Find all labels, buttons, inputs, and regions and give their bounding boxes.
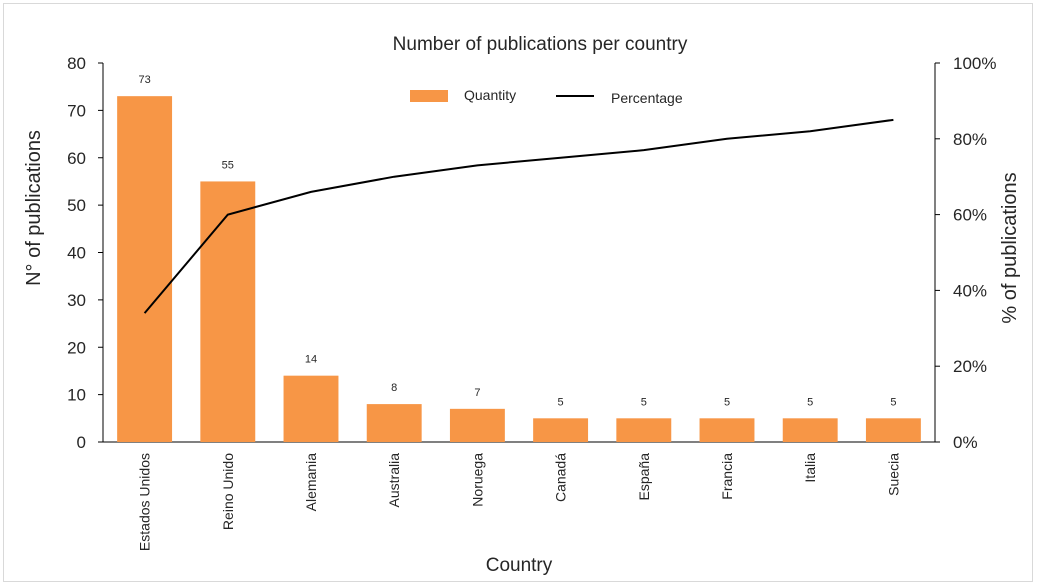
bar-data-label: 5: [724, 396, 730, 408]
y2-tick-label: 100%: [953, 54, 996, 73]
x-tick-label: Canadá: [553, 453, 569, 502]
bar: [533, 418, 589, 442]
bar: [782, 418, 838, 442]
y2-axis-ticks: 0% 20% 40% 60% 80% 100%: [935, 54, 996, 452]
chart-frame: [3, 3, 1033, 582]
bar-data-label: 5: [807, 396, 813, 408]
x-tick-label: España: [636, 453, 652, 501]
line-series: [143, 118, 894, 314]
y-tick-label: 0: [77, 433, 86, 452]
y2-tick-label: 0%: [953, 433, 978, 452]
legend-swatch-quantity: [410, 90, 448, 102]
y2-tick-label: 20%: [953, 357, 987, 376]
x-tick-label: Alemania: [303, 453, 319, 512]
x-tick-label: Reino Unido: [220, 453, 236, 530]
y-tick-label: 20: [67, 338, 86, 357]
y-tick-label: 30: [67, 291, 86, 310]
bar: [117, 96, 173, 442]
bar-data-label: 7: [474, 387, 480, 399]
x-tick-label: Noruega: [469, 453, 485, 507]
bar-data-label: 55: [222, 159, 234, 171]
bar-data-label: 14: [305, 354, 317, 366]
x-tick-label: Italia: [802, 453, 818, 483]
bar: [865, 418, 921, 442]
x-axis-ticks: Estados Unidos Reino Unido Alemania Austral…: [137, 453, 902, 551]
bar-data-label: 8: [391, 382, 397, 394]
bar-data-label: 5: [558, 396, 564, 408]
y-tick-label: 80: [67, 54, 86, 73]
y-axis-ticks: 0 10 20 30 40 50 60 70 80: [67, 54, 103, 452]
percentage-line: [143, 118, 894, 314]
chart-title: Number of publications per country: [393, 34, 688, 55]
legend-label-percentage: Percentage: [611, 90, 683, 106]
y-tick-label: 40: [67, 244, 86, 263]
bar-series: [117, 96, 921, 442]
y2-tick-label: 60%: [953, 206, 987, 225]
y2-tick-label: 80%: [953, 130, 987, 149]
bar-data-label: 5: [890, 396, 896, 408]
y2-tick-label: 40%: [953, 281, 987, 300]
legend: Quantity Percentage: [410, 87, 683, 106]
x-tick-label: Estados Unidos: [137, 453, 153, 551]
bar: [366, 404, 422, 442]
x-tick-label: Francia: [719, 453, 735, 500]
y-tick-label: 70: [67, 101, 86, 120]
bar-data-label: 5: [641, 396, 647, 408]
y-tick-label: 50: [67, 196, 86, 215]
y-axis-label: N° of publications: [23, 130, 45, 286]
y2-axis-label: % of publications: [999, 172, 1021, 323]
x-axis-label: Country: [486, 555, 553, 576]
y-tick-label: 10: [67, 386, 86, 405]
bar: [699, 418, 755, 442]
bar-data-label: 73: [138, 74, 150, 86]
bar: [283, 375, 339, 442]
x-tick-label: Suecia: [885, 453, 901, 496]
bar: [449, 408, 505, 442]
y-tick-label: 60: [67, 149, 86, 168]
legend-label-quantity: Quantity: [464, 87, 516, 103]
x-tick-label: Australia: [386, 453, 402, 508]
bar: [616, 418, 672, 442]
bar: [200, 181, 256, 442]
